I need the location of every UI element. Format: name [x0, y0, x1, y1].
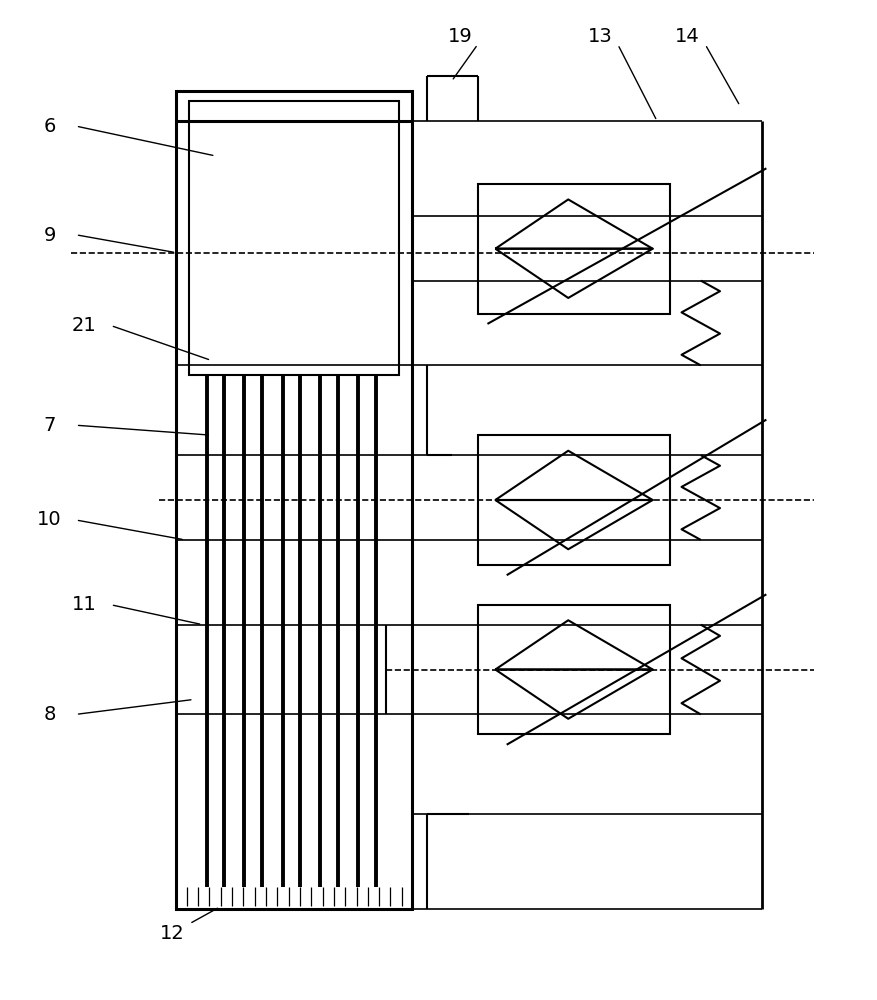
Bar — [176, 91, 412, 909]
Text: 8: 8 — [43, 705, 55, 724]
Text: 6: 6 — [43, 117, 55, 136]
Text: 10: 10 — [37, 510, 61, 529]
Bar — [189, 101, 399, 375]
Text: 12: 12 — [160, 924, 184, 943]
Text: 14: 14 — [675, 27, 700, 46]
Bar — [478, 605, 670, 734]
Text: 9: 9 — [43, 226, 55, 245]
Text: 13: 13 — [588, 27, 613, 46]
Text: 21: 21 — [72, 316, 96, 335]
Bar — [478, 184, 670, 314]
Text: 11: 11 — [72, 595, 96, 614]
Text: 7: 7 — [43, 416, 55, 435]
Bar — [478, 435, 670, 565]
Text: 19: 19 — [448, 27, 473, 46]
